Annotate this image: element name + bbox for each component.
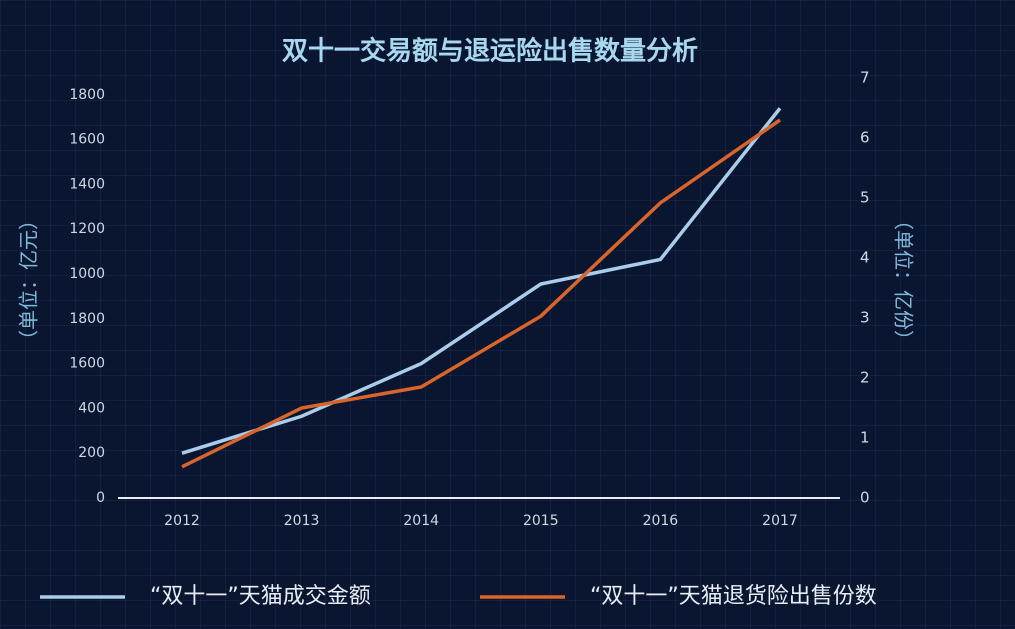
y2-tick-label: 4	[860, 249, 870, 267]
y2-tick-label: 2	[860, 369, 870, 387]
x-tick-label: 2015	[523, 513, 559, 529]
x-tick-label: 2014	[403, 513, 439, 529]
y-tick-label: 1800	[69, 87, 105, 103]
y-tick-label: 1800	[69, 311, 105, 327]
legend-label: “双十一”天猫退货险出售份数	[590, 584, 877, 609]
y-tick-label: 1200	[69, 221, 105, 237]
y-axis-label: （单位：亿元）	[17, 210, 41, 350]
y-tick-label: 1600	[69, 356, 105, 372]
y-tick-label: 400	[78, 400, 105, 416]
y2-tick-label: 0	[860, 489, 870, 507]
x-tick-label: 2016	[643, 513, 679, 529]
x-tick-label: 2013	[284, 513, 320, 529]
data-line	[181, 107, 782, 455]
y2-axis-label: （单位：亿份）	[892, 210, 916, 350]
y-tick-label: 1400	[69, 176, 105, 192]
y2-tick-label: 1	[860, 429, 870, 447]
chart-title: 双十一交易额与退运险出售数量分析	[282, 36, 698, 67]
y2-tick-label: 7	[860, 69, 870, 87]
y2-tick-label: 5	[860, 189, 870, 207]
x-tick-label: 2012	[164, 513, 200, 529]
y2-tick-label: 6	[860, 129, 870, 147]
y2-tick-label: 3	[860, 309, 870, 327]
legend-label: “双十一”天猫成交金额	[150, 584, 371, 609]
y-tick-label: 200	[78, 445, 105, 461]
y-tick-label: 1600	[69, 132, 105, 148]
x-tick-label: 2017	[762, 513, 798, 529]
data-line	[181, 118, 781, 469]
y-tick-label: 1000	[69, 266, 105, 282]
y-tick-label: 0	[96, 490, 105, 506]
